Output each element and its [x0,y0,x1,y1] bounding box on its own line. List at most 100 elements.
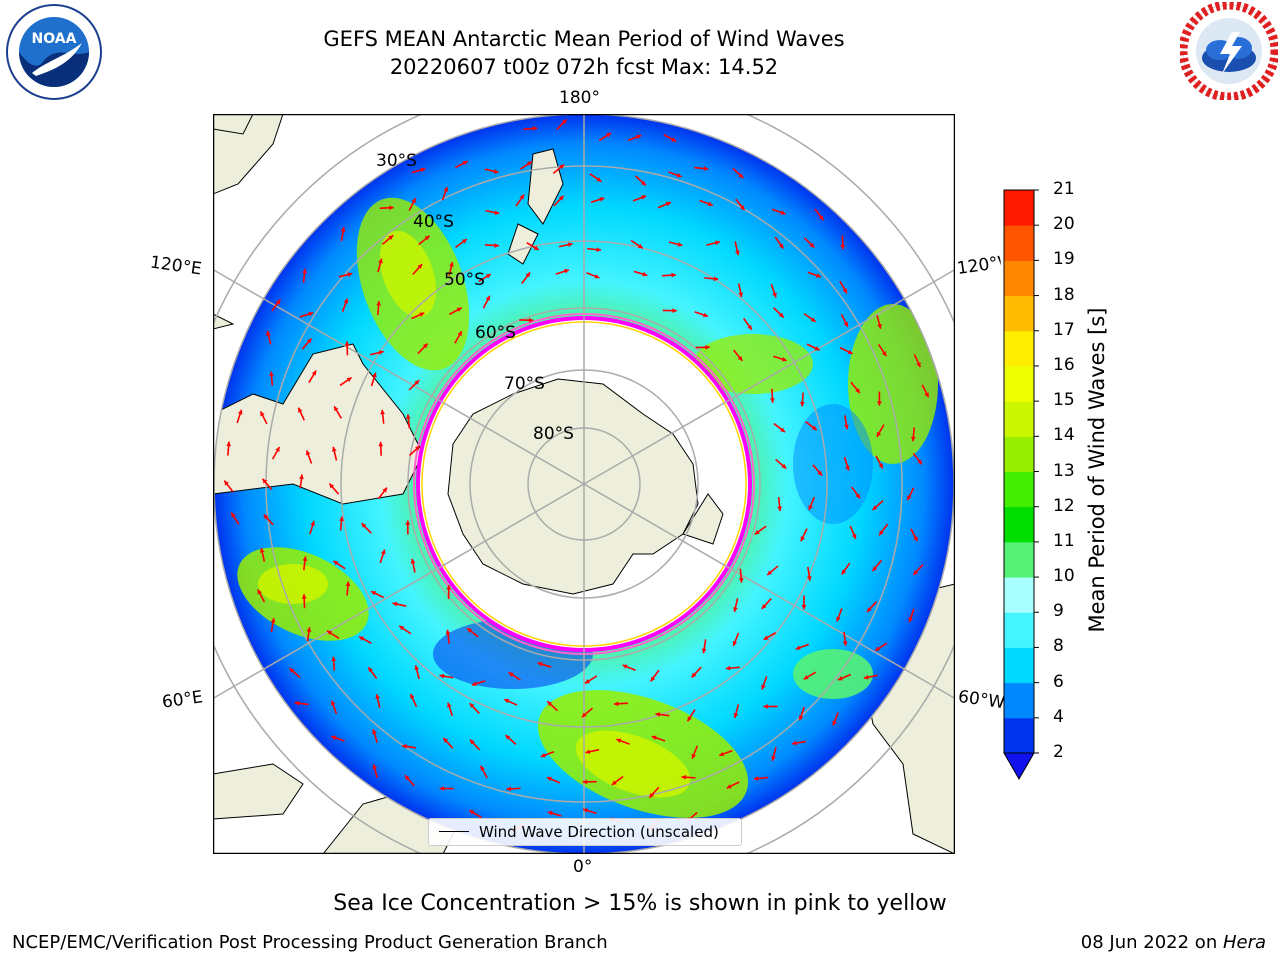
colorbar-tick-label: 9 [1053,601,1064,622]
colorbar-tick-label: 13 [1053,460,1075,481]
wave-arrow-head [380,549,386,555]
wave-arrow-head [636,134,642,140]
wave-arrow-head [439,673,445,679]
colorbar-tick-label: 2 [1053,742,1064,762]
colorbar-bin [1004,717,1034,754]
wave-arrow-head [532,126,538,131]
wave-arrow-head [738,173,744,178]
wave-arrow-head [422,343,428,349]
wave-arrow-head [583,808,588,813]
wave-arrow-head [372,764,378,770]
wave-arrow-head [259,547,265,553]
colorbar-bin [1004,365,1034,402]
wave-arrow-head [415,446,420,451]
colorbar-bin [1004,471,1034,508]
wave-arrow-head [913,536,918,542]
colorbar-bin [1004,682,1034,719]
wave-arrow-head [725,665,731,671]
wave-arrow-head [525,272,531,278]
wave-arrow-head [559,164,565,170]
wave-arrow-head [334,406,339,412]
footer-branch: NCEP/EMC/Verification Post Processing Pr… [12,932,608,953]
colorbar-bin [1004,401,1034,437]
wave-arrow-head [842,288,847,294]
wave-arrow-head [471,681,477,687]
wave-arrow-head [867,607,872,612]
wave-arrow-head [872,505,878,511]
wave-arrow-head [347,272,353,277]
wave-arrow-head [424,235,430,241]
wave-arrow-head [299,474,304,480]
wave-arrow-head [687,716,692,722]
wave-arrow-head [778,243,784,249]
wave-arrow-head [493,169,499,174]
wave-arrow-head [405,520,411,525]
wave-arrow-head [875,646,881,651]
wave-arrow-head [800,536,805,542]
wave-arrow-head [558,195,564,201]
colorbar-tick-label: 10 [1053,566,1075,587]
colorbar-tick-label: 8 [1053,636,1064,657]
legend-label: Wind Wave Direction (unscaled) [479,823,719,841]
wave-arrow-head [649,792,655,798]
wave-arrow-head [781,356,787,362]
wave-arrow-head [540,752,546,758]
wave-arrow-head [275,446,280,452]
wave-arrow-head [533,245,539,250]
wave-arrow-head [801,604,807,610]
colorbar-bin [1004,190,1034,226]
wave-arrow-head [738,578,744,583]
wave-arrow-head [289,668,295,673]
wave-arrow-head [270,618,276,623]
wave-arrow-head [469,703,475,709]
wave-arrow-head [419,312,425,317]
colorbar-tick-label: 14 [1053,425,1075,446]
wave-arrow-head [378,441,384,447]
wave-arrow-head [913,570,919,575]
wave-arrow-head [596,247,601,252]
wave-arrow-head [841,569,847,575]
wave-arrow-head [306,627,312,632]
wave-arrow-head [469,739,475,745]
lon-label-60w: 60°W [956,686,1006,714]
colorbar-bin [1004,260,1034,297]
wave-arrow-head [799,401,805,407]
wave-arrow-head [305,450,311,456]
wave-arrow-head [372,372,377,378]
wave-arrow-head [567,242,573,248]
wave-arrow-head [642,271,648,277]
wave-arrow-head [703,312,708,318]
colorbar [1003,189,1039,781]
wave-arrow-head [908,617,914,623]
wave-arrow-head [378,258,383,264]
wave-arrow-head [564,268,570,274]
colorbar-tick-label: 18 [1053,284,1075,305]
wave-arrow-head [665,201,671,207]
wave-arrow-head [546,776,552,782]
wave-arrow-head [677,242,683,247]
wave-arrow-head [378,350,384,355]
wave-arrow-head [916,362,921,368]
wave-arrow-head [907,495,912,501]
wave-arrow-head [761,604,767,609]
wave-arrow-head [691,753,697,759]
wave-arrow-head [462,160,468,166]
colorbar-tick-label: 19 [1053,249,1075,270]
wave-arrow-head [224,480,229,486]
lat-label-70s: 70°S [504,374,545,394]
wave-arrow-head [777,506,783,512]
wave-arrow-head [494,243,499,248]
wave-arrow-head [872,566,878,572]
wave-arrow-head [671,272,676,278]
wave-arrow-head [402,744,407,749]
wave-arrow-head [771,755,776,761]
wave-arrow-head [420,167,426,173]
wave-arrow-head [732,640,738,646]
wave-arrow-head [780,210,786,215]
wave-arrow-head [504,698,510,704]
wave-arrow-head [672,308,677,314]
wave-arrow-head [404,775,410,781]
wave-arrow-head [327,630,333,636]
lon-label-60e: 60°E [160,687,205,713]
wave-arrow-head [480,765,485,771]
